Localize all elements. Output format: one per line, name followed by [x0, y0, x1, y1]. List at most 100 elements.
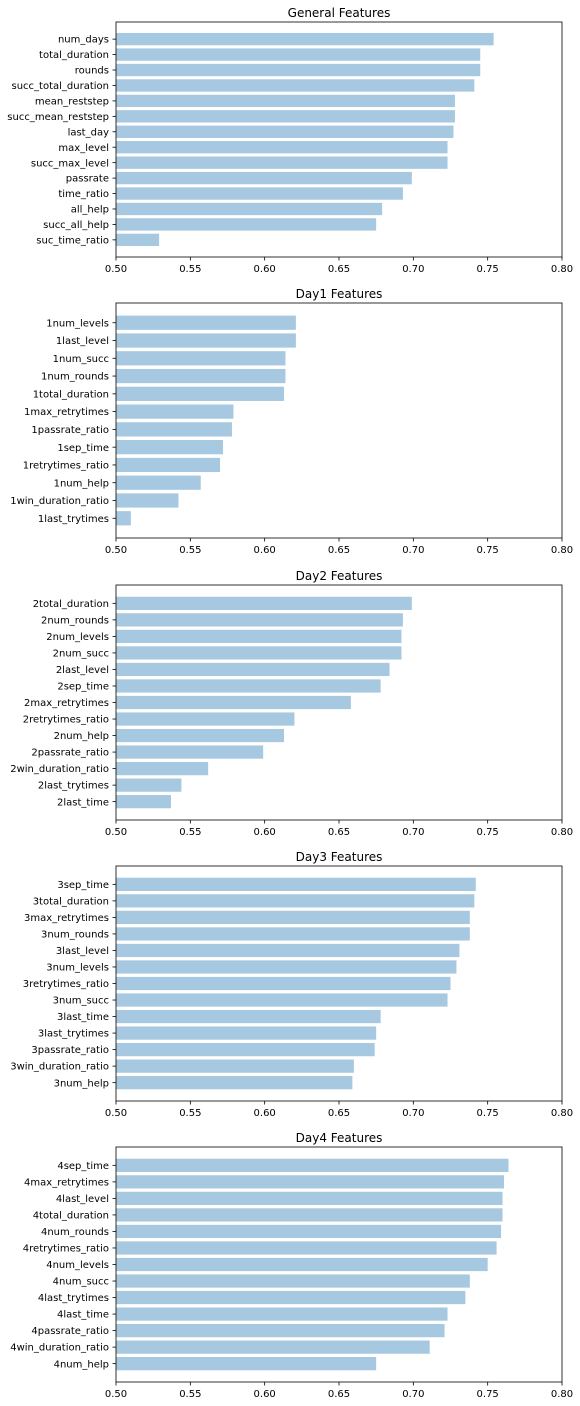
- bar: [116, 894, 475, 908]
- x-tick-label: 0.55: [179, 545, 201, 556]
- bar: [116, 976, 451, 991]
- y-tick-label: 3total_duration: [33, 896, 109, 907]
- x-tick-label: 0.50: [105, 545, 127, 556]
- bar: [116, 202, 383, 216]
- x-tick-label: 0.50: [105, 1108, 127, 1119]
- bar: [116, 613, 403, 627]
- bar: [116, 877, 476, 891]
- bar: [116, 218, 377, 231]
- bar: [116, 927, 470, 941]
- y-tick-label: 3retrytimes_ratio: [23, 979, 109, 990]
- bar: [116, 1026, 377, 1040]
- bar: [116, 596, 412, 610]
- bar: [116, 910, 470, 925]
- x-tick-label: 0.75: [477, 264, 499, 275]
- bar: [116, 171, 412, 185]
- y-tick-label: 3num_help: [54, 1078, 109, 1089]
- bar: [116, 32, 494, 46]
- bar: [116, 125, 454, 138]
- y-tick-label: 1win_duration_ratio: [10, 496, 109, 507]
- x-tick-label: 0.55: [179, 264, 201, 275]
- bar: [116, 629, 402, 644]
- y-tick-label: 1num_rounds: [41, 372, 109, 383]
- bar: [116, 679, 381, 693]
- x-tick-label: 0.75: [477, 1108, 499, 1119]
- bar: [116, 1059, 354, 1073]
- bar: [116, 1175, 505, 1189]
- bar: [116, 110, 455, 123]
- y-tick-label: 2num_levels: [46, 632, 109, 643]
- x-tick-label: 0.80: [551, 827, 573, 838]
- bar: [116, 141, 448, 154]
- bar: [116, 94, 455, 108]
- y-tick-label: 1passrate_ratio: [31, 425, 109, 436]
- y-tick-label: 2sep_time: [57, 682, 109, 693]
- chart-title: Day2 Features: [296, 569, 383, 583]
- x-tick-label: 0.50: [105, 1389, 127, 1400]
- x-tick-label: 0.65: [328, 827, 350, 838]
- chart-panel-2: Day1 Features 1num_levels 1last_level 1num_…: [10, 287, 573, 556]
- x-tick-label: 0.55: [179, 827, 201, 838]
- y-tick-label: 3num_succ: [53, 996, 109, 1007]
- x-tick-label: 0.75: [477, 545, 499, 556]
- bar: [116, 943, 460, 958]
- y-tick-label: last_day: [68, 127, 110, 138]
- bar: [116, 728, 284, 743]
- y-tick-label: 2num_help: [54, 731, 109, 742]
- y-tick-label: max_level: [58, 143, 109, 154]
- y-tick-label: time_ratio: [58, 189, 109, 200]
- y-tick-label: succ_mean_reststep: [7, 112, 109, 123]
- x-tick-label: 0.75: [477, 827, 499, 838]
- bar: [116, 795, 172, 809]
- bar: [116, 440, 224, 455]
- y-tick-label: 4num_rounds: [41, 1227, 109, 1238]
- chart-panel-4: Day3 Features 3sep_time 3total_duration 3ma…: [10, 850, 573, 1119]
- bar: [116, 1241, 497, 1255]
- y-tick-label: 2win_duration_ratio: [10, 764, 109, 775]
- chart-panel-1: General Features num_days total_durationro…: [7, 6, 573, 275]
- bar: [116, 1290, 466, 1305]
- y-tick-label: 2passrate_ratio: [31, 748, 109, 759]
- bar: [116, 404, 234, 419]
- y-tick-label: rounds: [75, 66, 109, 77]
- chart-title: General Features: [288, 6, 391, 20]
- x-tick-label: 0.50: [105, 264, 127, 275]
- y-tick-label: 1num_help: [54, 478, 109, 489]
- y-tick-label: 2max_retrytimes: [24, 698, 109, 709]
- bar: [116, 475, 201, 490]
- x-tick-label: 0.75: [477, 1389, 499, 1400]
- y-tick-label: all_help: [71, 205, 109, 216]
- y-tick-label: 4num_help: [54, 1359, 109, 1370]
- y-tick-label: succ_all_help: [43, 220, 109, 231]
- bar: [116, 1076, 353, 1090]
- y-tick-label: 4last_trytimes: [38, 1293, 109, 1304]
- y-tick-label: passrate: [66, 174, 109, 185]
- y-tick-label: 4num_succ: [53, 1277, 109, 1288]
- bar: [116, 1357, 377, 1371]
- chart-title: Day3 Features: [296, 850, 383, 864]
- bar: [116, 315, 296, 330]
- y-tick-label: succ_total_duration: [12, 81, 110, 92]
- bar: [116, 187, 403, 200]
- chart-panel-5: Day4 Features 4sep_time 4max_retrytimes 4la…: [10, 1131, 573, 1400]
- bar: [116, 1208, 503, 1222]
- bar: [116, 1274, 470, 1288]
- y-tick-label: 1sep_time: [57, 443, 109, 454]
- bar: [116, 422, 232, 437]
- bar: [116, 233, 160, 247]
- y-tick-label: 4total_duration: [33, 1211, 109, 1222]
- y-tick-label: 2retrytimes_ratio: [23, 715, 109, 726]
- y-tick-label: 2num_succ: [53, 649, 109, 660]
- chart-title: Day1 Features: [296, 287, 383, 301]
- chart-title: Day4 Features: [296, 1131, 383, 1145]
- y-tick-label: 4last_time: [57, 1310, 109, 1321]
- y-tick-label: 1max_retrytimes: [24, 407, 109, 418]
- x-tick-label: 0.65: [328, 1389, 350, 1400]
- bar: [116, 662, 390, 677]
- bar: [116, 386, 284, 401]
- y-tick-label: 3num_rounds: [41, 930, 109, 941]
- x-tick-label: 0.70: [402, 1389, 424, 1400]
- y-tick-label: 3win_duration_ratio: [10, 1062, 109, 1073]
- y-tick-label: 3passrate_ratio: [31, 1045, 109, 1056]
